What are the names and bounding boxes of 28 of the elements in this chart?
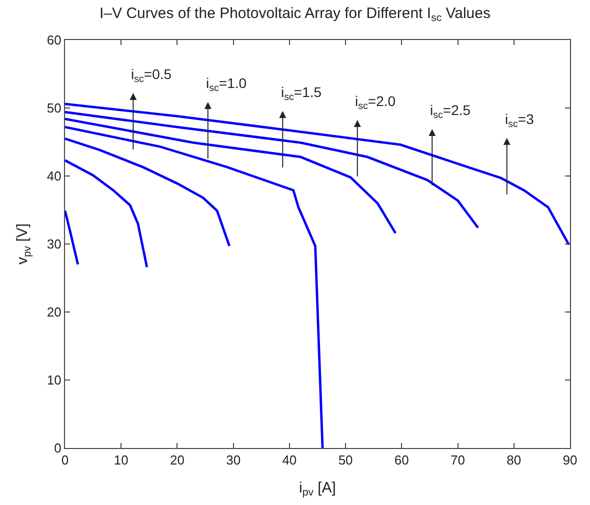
annotation: i$_{sc}$=1.5 bbox=[281, 84, 322, 103]
y-tick-label: 50 bbox=[46, 100, 62, 116]
x-tick-label: 40 bbox=[282, 452, 297, 468]
y-tick-label: 0 bbox=[54, 440, 62, 456]
y-tick-label: 30 bbox=[46, 236, 62, 252]
x-tick-label: 20 bbox=[170, 452, 184, 468]
line-series bbox=[65, 137, 231, 248]
annotation: i$_{sc}$=2.5 bbox=[430, 102, 471, 121]
y-tick-label: 10 bbox=[46, 372, 62, 388]
annotation: i$_{sc}$=2.0 bbox=[355, 93, 396, 112]
x-tick-label: 70 bbox=[450, 452, 466, 468]
annotation: i$_{sc}$=0.5 bbox=[131, 66, 172, 85]
line-series bbox=[65, 159, 148, 268]
x-tick-label: 50 bbox=[338, 452, 353, 468]
x-tick-label: 60 bbox=[394, 452, 409, 468]
y-tick-label: 20 bbox=[46, 304, 62, 320]
chart-title: I–V Curves of the Photovoltaic Array for Different I$_{sc}$ Values bbox=[100, 5, 490, 24]
y-tick-label: 60 bbox=[46, 32, 62, 48]
line-series bbox=[65, 126, 324, 448]
annotation: i$_{sc}$=1.0 bbox=[206, 75, 247, 94]
x-tick-label: 90 bbox=[562, 452, 578, 468]
x-axis-title: i$_{pv}$ [A] bbox=[299, 480, 336, 499]
x-tick-label: 30 bbox=[226, 452, 241, 468]
annotation: i$_{sc}$=3 bbox=[505, 111, 534, 130]
y-tick-label: 40 bbox=[46, 168, 62, 184]
x-tick-label: 10 bbox=[114, 452, 128, 468]
x-tick-label: 80 bbox=[506, 452, 522, 468]
line-series bbox=[65, 118, 397, 234]
